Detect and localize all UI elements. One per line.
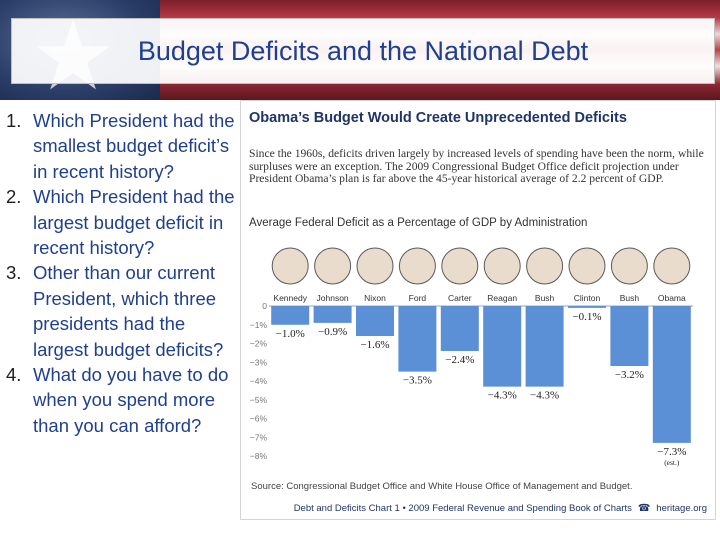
footer-brand: heritage.org xyxy=(656,502,707,514)
deficit-bar xyxy=(440,306,479,351)
president-portrait xyxy=(356,247,394,285)
president-portrait xyxy=(568,247,606,285)
president-name-label: Clinton xyxy=(574,293,601,303)
president-portrait xyxy=(271,247,309,285)
y-tick-label: −4% xyxy=(250,376,268,386)
slide-title: Budget Deficits and the National Debt xyxy=(137,35,589,66)
question-item: 4. What do you have to do when you spend … xyxy=(6,362,242,438)
question-item: 1. Which President had the smallest budge… xyxy=(6,108,242,184)
bell-icon: ☎ xyxy=(637,502,651,514)
chart-title: Obama’s Budget Would Create Unprecedente… xyxy=(249,110,627,126)
president-portrait xyxy=(610,247,648,285)
deficit-bar xyxy=(356,306,394,336)
chart-subtitle: Average Federal Deficit as a Percentage … xyxy=(249,217,588,229)
question-text: Which President had the smallest budget … xyxy=(33,110,235,182)
bar-value-label: −3.2% xyxy=(615,369,644,381)
y-tick-label: −6% xyxy=(250,414,268,424)
president-name-label: Kennedy xyxy=(273,293,307,303)
president-name-label: Obama xyxy=(658,293,686,303)
president-portrait xyxy=(483,247,521,285)
bar-value-label: −1.0% xyxy=(276,328,305,340)
bar-value-label: −4.3% xyxy=(530,390,559,402)
president-name-label: Bush xyxy=(535,293,555,303)
y-tick-label: −7% xyxy=(250,432,268,442)
y-tick-label: −1% xyxy=(250,320,268,330)
bar-value-label: −2.4% xyxy=(445,354,474,366)
president-portrait xyxy=(314,247,352,285)
deficit-bar xyxy=(652,306,691,443)
bar-note-label: (est.) xyxy=(664,458,680,467)
y-tick-label: −5% xyxy=(250,395,268,405)
question-item: 2. Which President had the largest budget… xyxy=(6,184,242,260)
question-number: 4. xyxy=(6,364,22,386)
deficit-bar xyxy=(525,306,564,387)
bar-value-label: −3.5% xyxy=(403,375,432,387)
question-item: 3. Other than our current President, whic… xyxy=(6,260,242,362)
chart-panel: Obama’s Budget Would Create Unprecedente… xyxy=(240,100,716,520)
president-name-label: Carter xyxy=(448,293,472,303)
deficit-bar xyxy=(271,306,310,325)
chart-description: Since the 1960s, deficits driven largely… xyxy=(249,147,704,186)
chart-source: Source: Congressional Budget Office and … xyxy=(251,481,633,492)
president-portrait xyxy=(441,247,479,285)
bar-value-label: −0.9% xyxy=(318,326,347,338)
deficit-bar xyxy=(398,306,437,372)
question-number: 1. xyxy=(6,110,22,131)
deficit-bar xyxy=(610,306,649,366)
president-name-label: Bush xyxy=(620,293,640,303)
president-portrait xyxy=(526,247,564,285)
president-name-label: Ford xyxy=(409,293,427,303)
deficit-bar xyxy=(483,306,522,387)
question-number: 3. xyxy=(6,262,22,284)
question-text: Other than our current President, which … xyxy=(33,262,224,360)
chart-footer: Debt and Deficits Chart 1 • 2009 Federal… xyxy=(241,497,715,519)
y-tick-label: −8% xyxy=(250,451,268,461)
question-text: Which President had the largest budget d… xyxy=(33,186,235,259)
y-tick-label: −2% xyxy=(250,339,268,349)
president-portrait xyxy=(653,247,691,285)
y-tick-label: 0 xyxy=(262,301,267,311)
bar-value-label: −4.3% xyxy=(488,390,517,402)
president-name-label: Reagan xyxy=(487,293,517,303)
question-list: 1. Which President had the smallest budge… xyxy=(6,108,242,438)
bar-value-label: −1.6% xyxy=(360,339,389,351)
president-portrait xyxy=(398,247,436,285)
question-number: 2. xyxy=(6,186,22,208)
bar-value-label: −0.1% xyxy=(572,311,601,323)
footer-text: Debt and Deficits Chart 1 • 2009 Federal… xyxy=(293,502,632,514)
bar-value-label: −7.3% xyxy=(657,446,686,458)
president-name-label: Johnson xyxy=(317,293,349,303)
deficit-bar xyxy=(568,306,606,308)
question-text: What do you have to do when you spend mo… xyxy=(33,364,229,436)
president-name-label: Nixon xyxy=(364,293,386,303)
deficit-bar-chart: 0 −1% −2% −3% −4% −5% −6% −7% −8% Kennedy −1.0% Joh… xyxy=(250,247,693,467)
slide-title-box: Budget Deficits and the National Debt xyxy=(11,18,715,84)
y-tick-label: −3% xyxy=(250,357,268,367)
deficit-bar xyxy=(313,306,352,323)
